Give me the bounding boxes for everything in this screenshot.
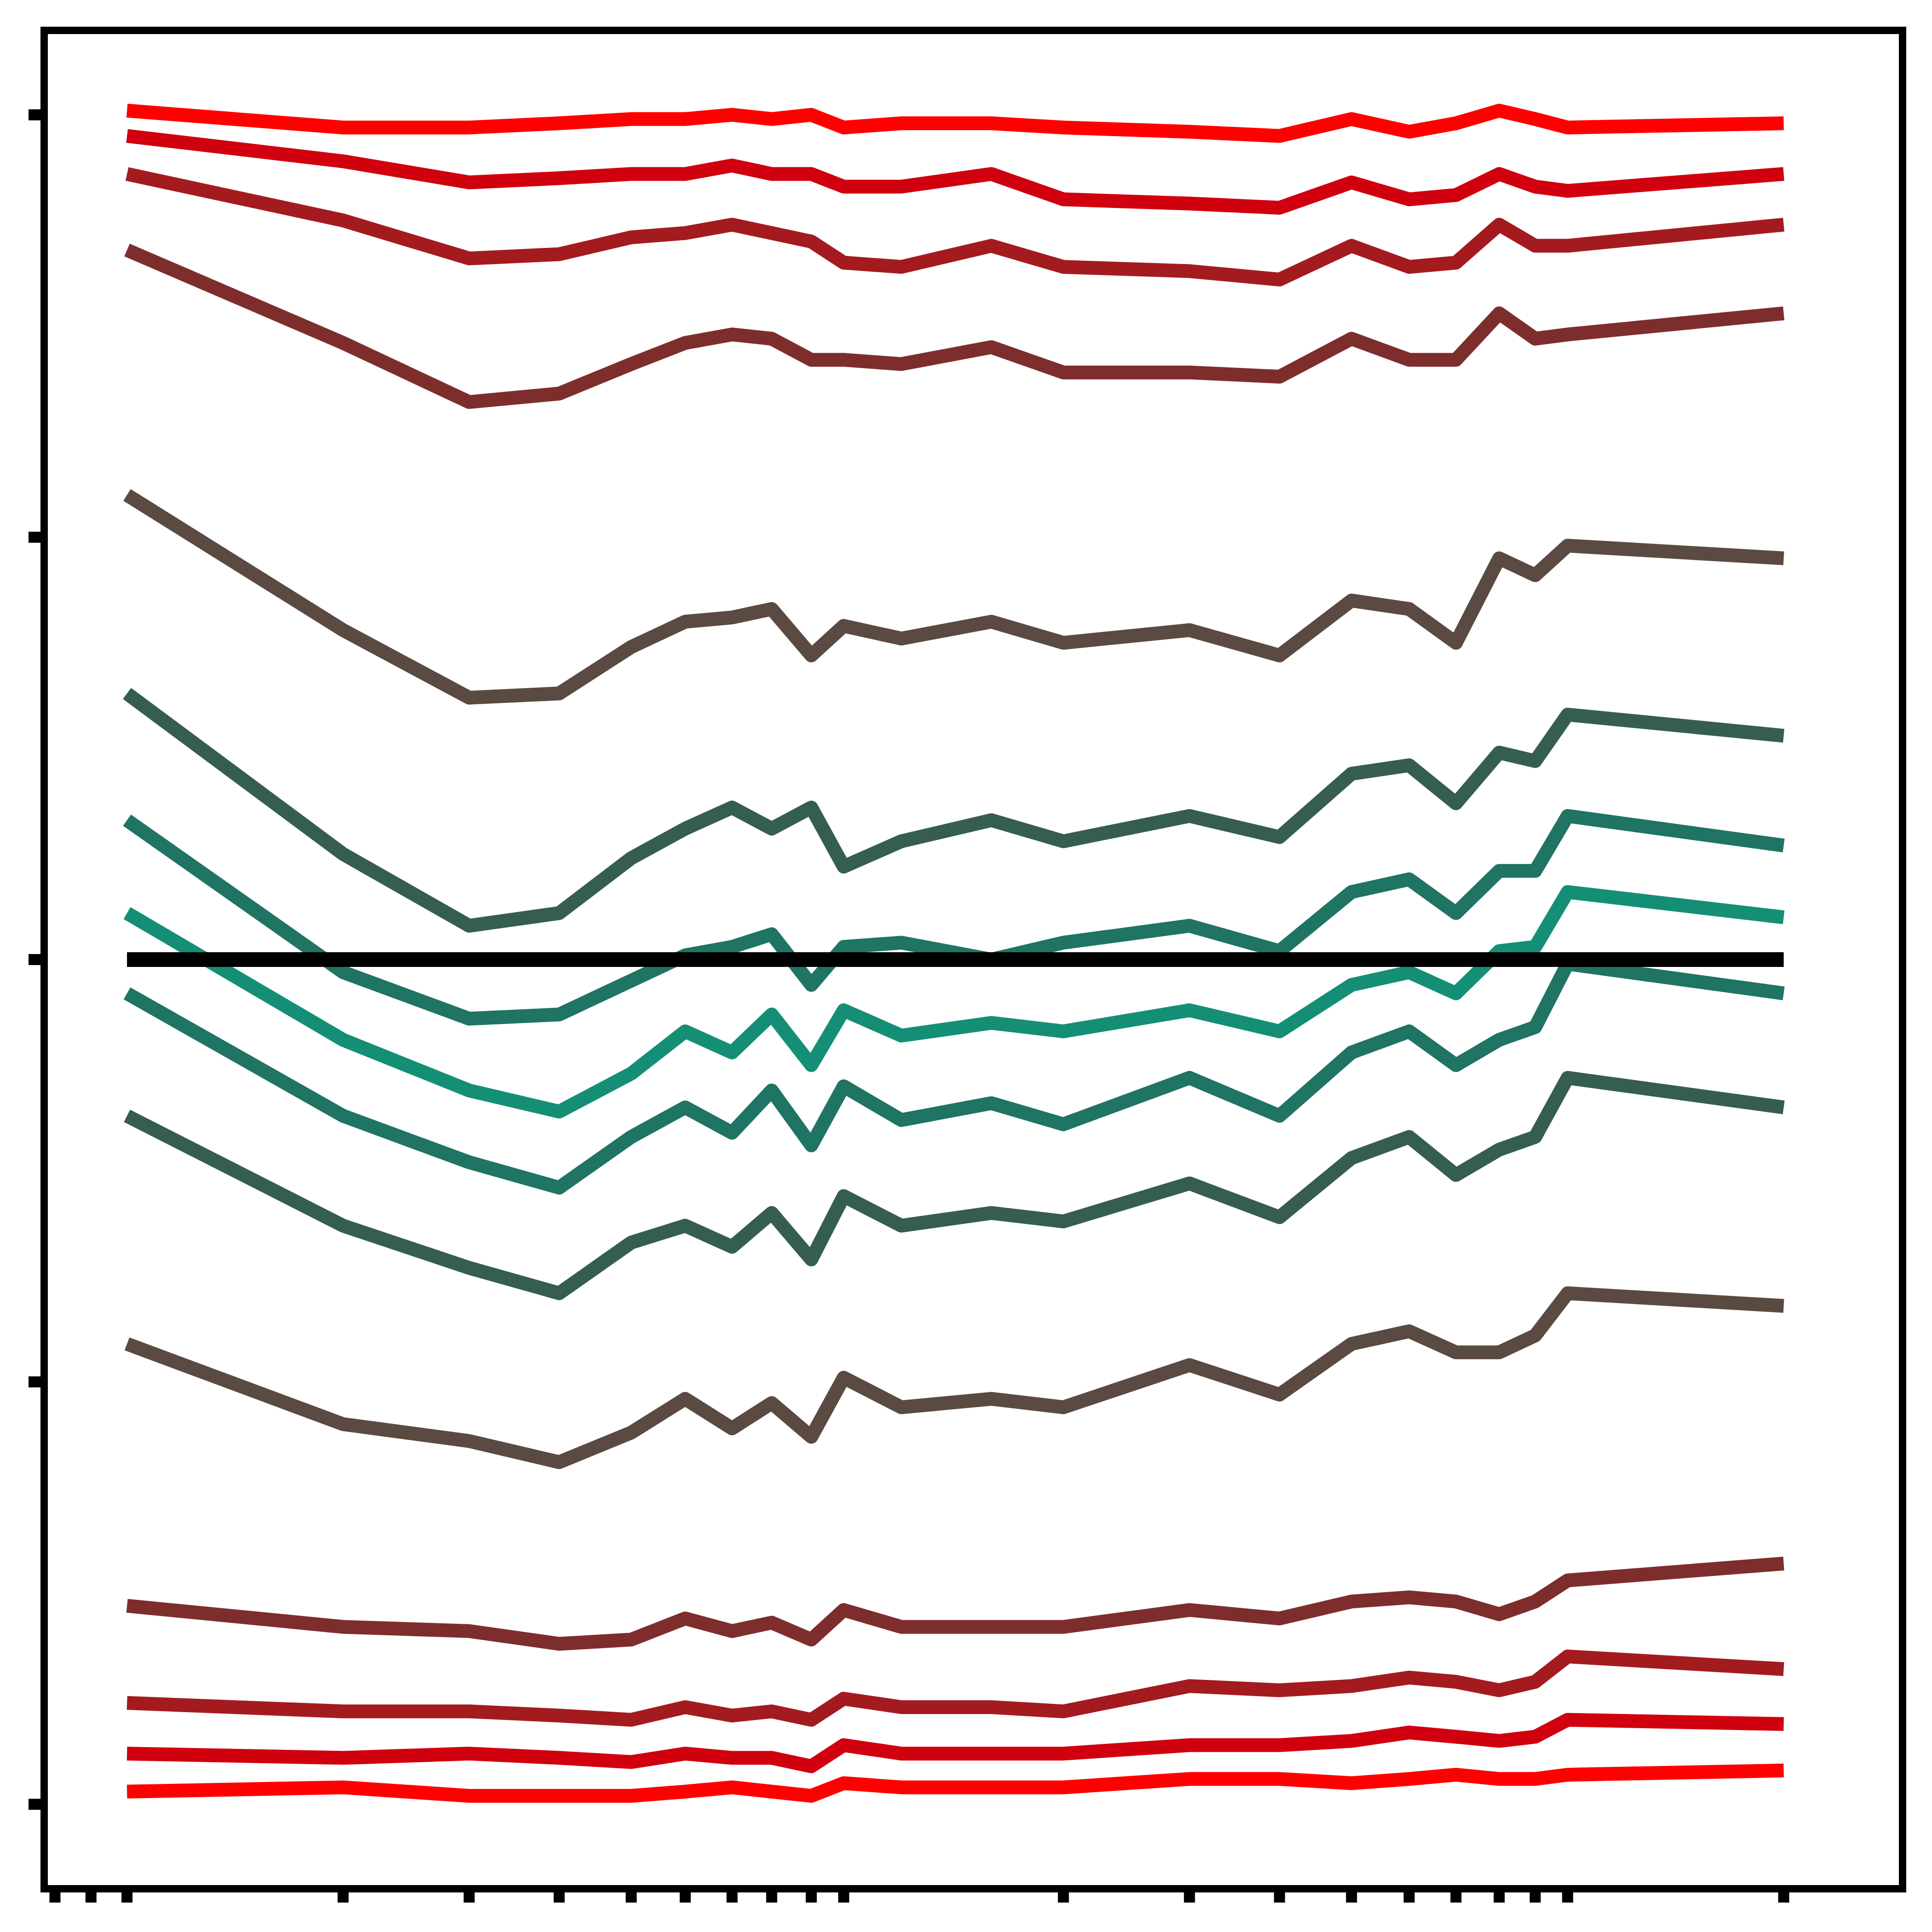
line-series-14 [126, 1713, 1784, 1773]
line-series-13 [126, 1650, 1784, 1727]
line-series-3 [125, 167, 1785, 287]
line-series-10 [124, 1071, 1785, 1300]
line-series-4 [124, 243, 1785, 409]
line-series-5 [123, 489, 1784, 705]
line-series-1 [126, 104, 1784, 143]
line-series-8 [123, 885, 1785, 1119]
series-layer [123, 104, 1785, 1803]
line-series-6 [123, 688, 1785, 933]
line-series-7 [123, 809, 1785, 1026]
line-series-15 [126, 1763, 1784, 1803]
line-series-11 [124, 1286, 1784, 1469]
line-series-9 [123, 957, 1785, 1195]
plot-frame [40, 27, 1906, 1892]
line-series-12 [126, 1557, 1784, 1651]
line-series-2 [126, 129, 1784, 215]
